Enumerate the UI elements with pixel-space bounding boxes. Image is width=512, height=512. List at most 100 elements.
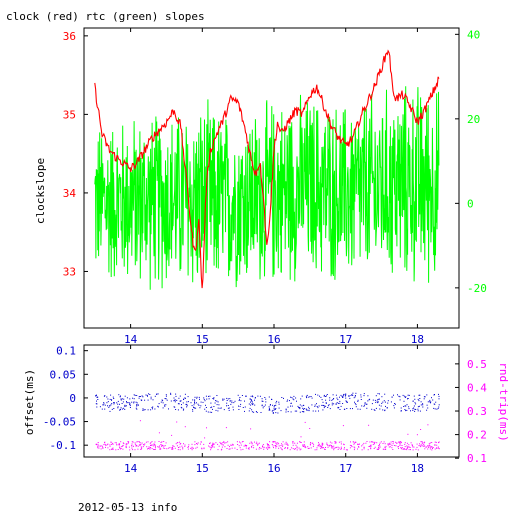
- offset-point: [384, 401, 386, 403]
- offset-point: [239, 398, 240, 400]
- round-trip-point: [320, 446, 322, 448]
- round-trip-point: [158, 432, 160, 434]
- round-trip-point: [166, 448, 168, 450]
- offset-point: [219, 407, 221, 409]
- offset-point: [349, 397, 351, 399]
- offset-point: [122, 401, 124, 403]
- offset-point: [422, 404, 424, 406]
- round-trip-point: [377, 448, 379, 450]
- round-trip-point: [139, 442, 141, 444]
- round-trip-point: [150, 442, 152, 444]
- round-trip-point: [211, 443, 213, 445]
- round-trip-point: [429, 448, 431, 450]
- round-trip-point: [112, 449, 114, 450]
- offset-point: [96, 396, 98, 398]
- round-trip-point: [379, 446, 381, 448]
- round-trip-point: [245, 445, 247, 447]
- round-trip-point: [395, 445, 397, 447]
- round-trip-point: [221, 444, 223, 446]
- offset-point: [110, 394, 112, 396]
- round-trip-point: [179, 446, 181, 448]
- round-trip-point: [437, 447, 439, 449]
- offset-point: [299, 404, 301, 406]
- offset-point: [147, 399, 149, 401]
- offset-point: [150, 396, 152, 398]
- rtc-slope-axis: -20 0 20 40: [455, 28, 487, 295]
- round-trip-point: [400, 441, 402, 442]
- round-trip-point: [258, 448, 260, 450]
- offset-point: [437, 407, 439, 409]
- offset-point: [391, 396, 393, 398]
- round-trip-point: [246, 445, 248, 446]
- round-trip-point: [213, 446, 215, 448]
- round-trip-point: [349, 447, 351, 449]
- round-trip-point: [324, 448, 325, 450]
- offset-point: [329, 399, 331, 401]
- round-trip-point: [329, 441, 331, 443]
- offset-point: [124, 404, 126, 406]
- offset-point: [326, 395, 327, 397]
- offset-point: [181, 404, 182, 406]
- round-trip-point: [151, 448, 153, 450]
- round-trip-point: [258, 442, 260, 444]
- round-trip-point: [176, 445, 178, 447]
- offset-point: [217, 407, 219, 409]
- round-trip-point: [338, 441, 340, 443]
- offset-point: [223, 398, 225, 400]
- round-trip-point: [312, 442, 314, 444]
- round-trip-point: [392, 441, 394, 443]
- round-trip-point: [151, 444, 153, 446]
- round-trip-point: [128, 446, 130, 448]
- offset-point: [261, 400, 263, 402]
- offset-point: [180, 400, 182, 402]
- round-trip-point: [236, 441, 238, 443]
- round-trip-point: [310, 447, 312, 449]
- round-trip-point: [224, 446, 226, 448]
- round-trip-point: [160, 442, 162, 443]
- offset-point: [154, 395, 156, 397]
- offset-point: [131, 401, 133, 403]
- round-trip-point: [365, 442, 367, 444]
- offset-point: [415, 403, 417, 405]
- offset-point: [331, 402, 333, 404]
- round-trip-point: [220, 443, 222, 445]
- offset-point: [103, 395, 105, 397]
- round-trip-point: [372, 444, 374, 445]
- round-trip-point: [344, 447, 345, 449]
- round-trip-point: [136, 441, 138, 443]
- offset-point: [293, 399, 295, 401]
- offset-point: [261, 398, 263, 400]
- offset-point: [121, 398, 123, 400]
- round-trip-point: [269, 441, 271, 443]
- top-x-axis: 14 15 16 17 18: [124, 28, 424, 346]
- offset-point: [355, 406, 357, 408]
- offset-point: [315, 410, 317, 412]
- round-trip-point: [318, 442, 319, 444]
- round-trip-point: [137, 445, 139, 447]
- round-trip-point: [334, 442, 336, 444]
- offset-point: [203, 398, 205, 400]
- round-trip-point: [137, 448, 139, 450]
- offset-point: [216, 395, 218, 396]
- round-trip-point: [412, 449, 414, 451]
- round-trip-point: [163, 445, 165, 447]
- offset-point: [126, 397, 128, 399]
- round-trip-point: [251, 443, 253, 445]
- round-trip-point: [314, 449, 316, 451]
- offset-point: [192, 409, 194, 411]
- offset-point: [397, 394, 398, 396]
- x-tick-label: 14: [124, 462, 138, 475]
- round-trip-point: [287, 444, 289, 446]
- offset-point: [405, 396, 407, 398]
- round-trip-point: [337, 448, 339, 450]
- offset-point: [124, 408, 126, 410]
- offset-point: [343, 394, 345, 396]
- round-trip-point: [321, 447, 323, 449]
- round-trip-point: [266, 443, 268, 445]
- offset-point: [413, 395, 415, 397]
- round-trip-point: [418, 445, 420, 447]
- offset-point: [413, 407, 415, 409]
- round-trip-point: [178, 447, 179, 448]
